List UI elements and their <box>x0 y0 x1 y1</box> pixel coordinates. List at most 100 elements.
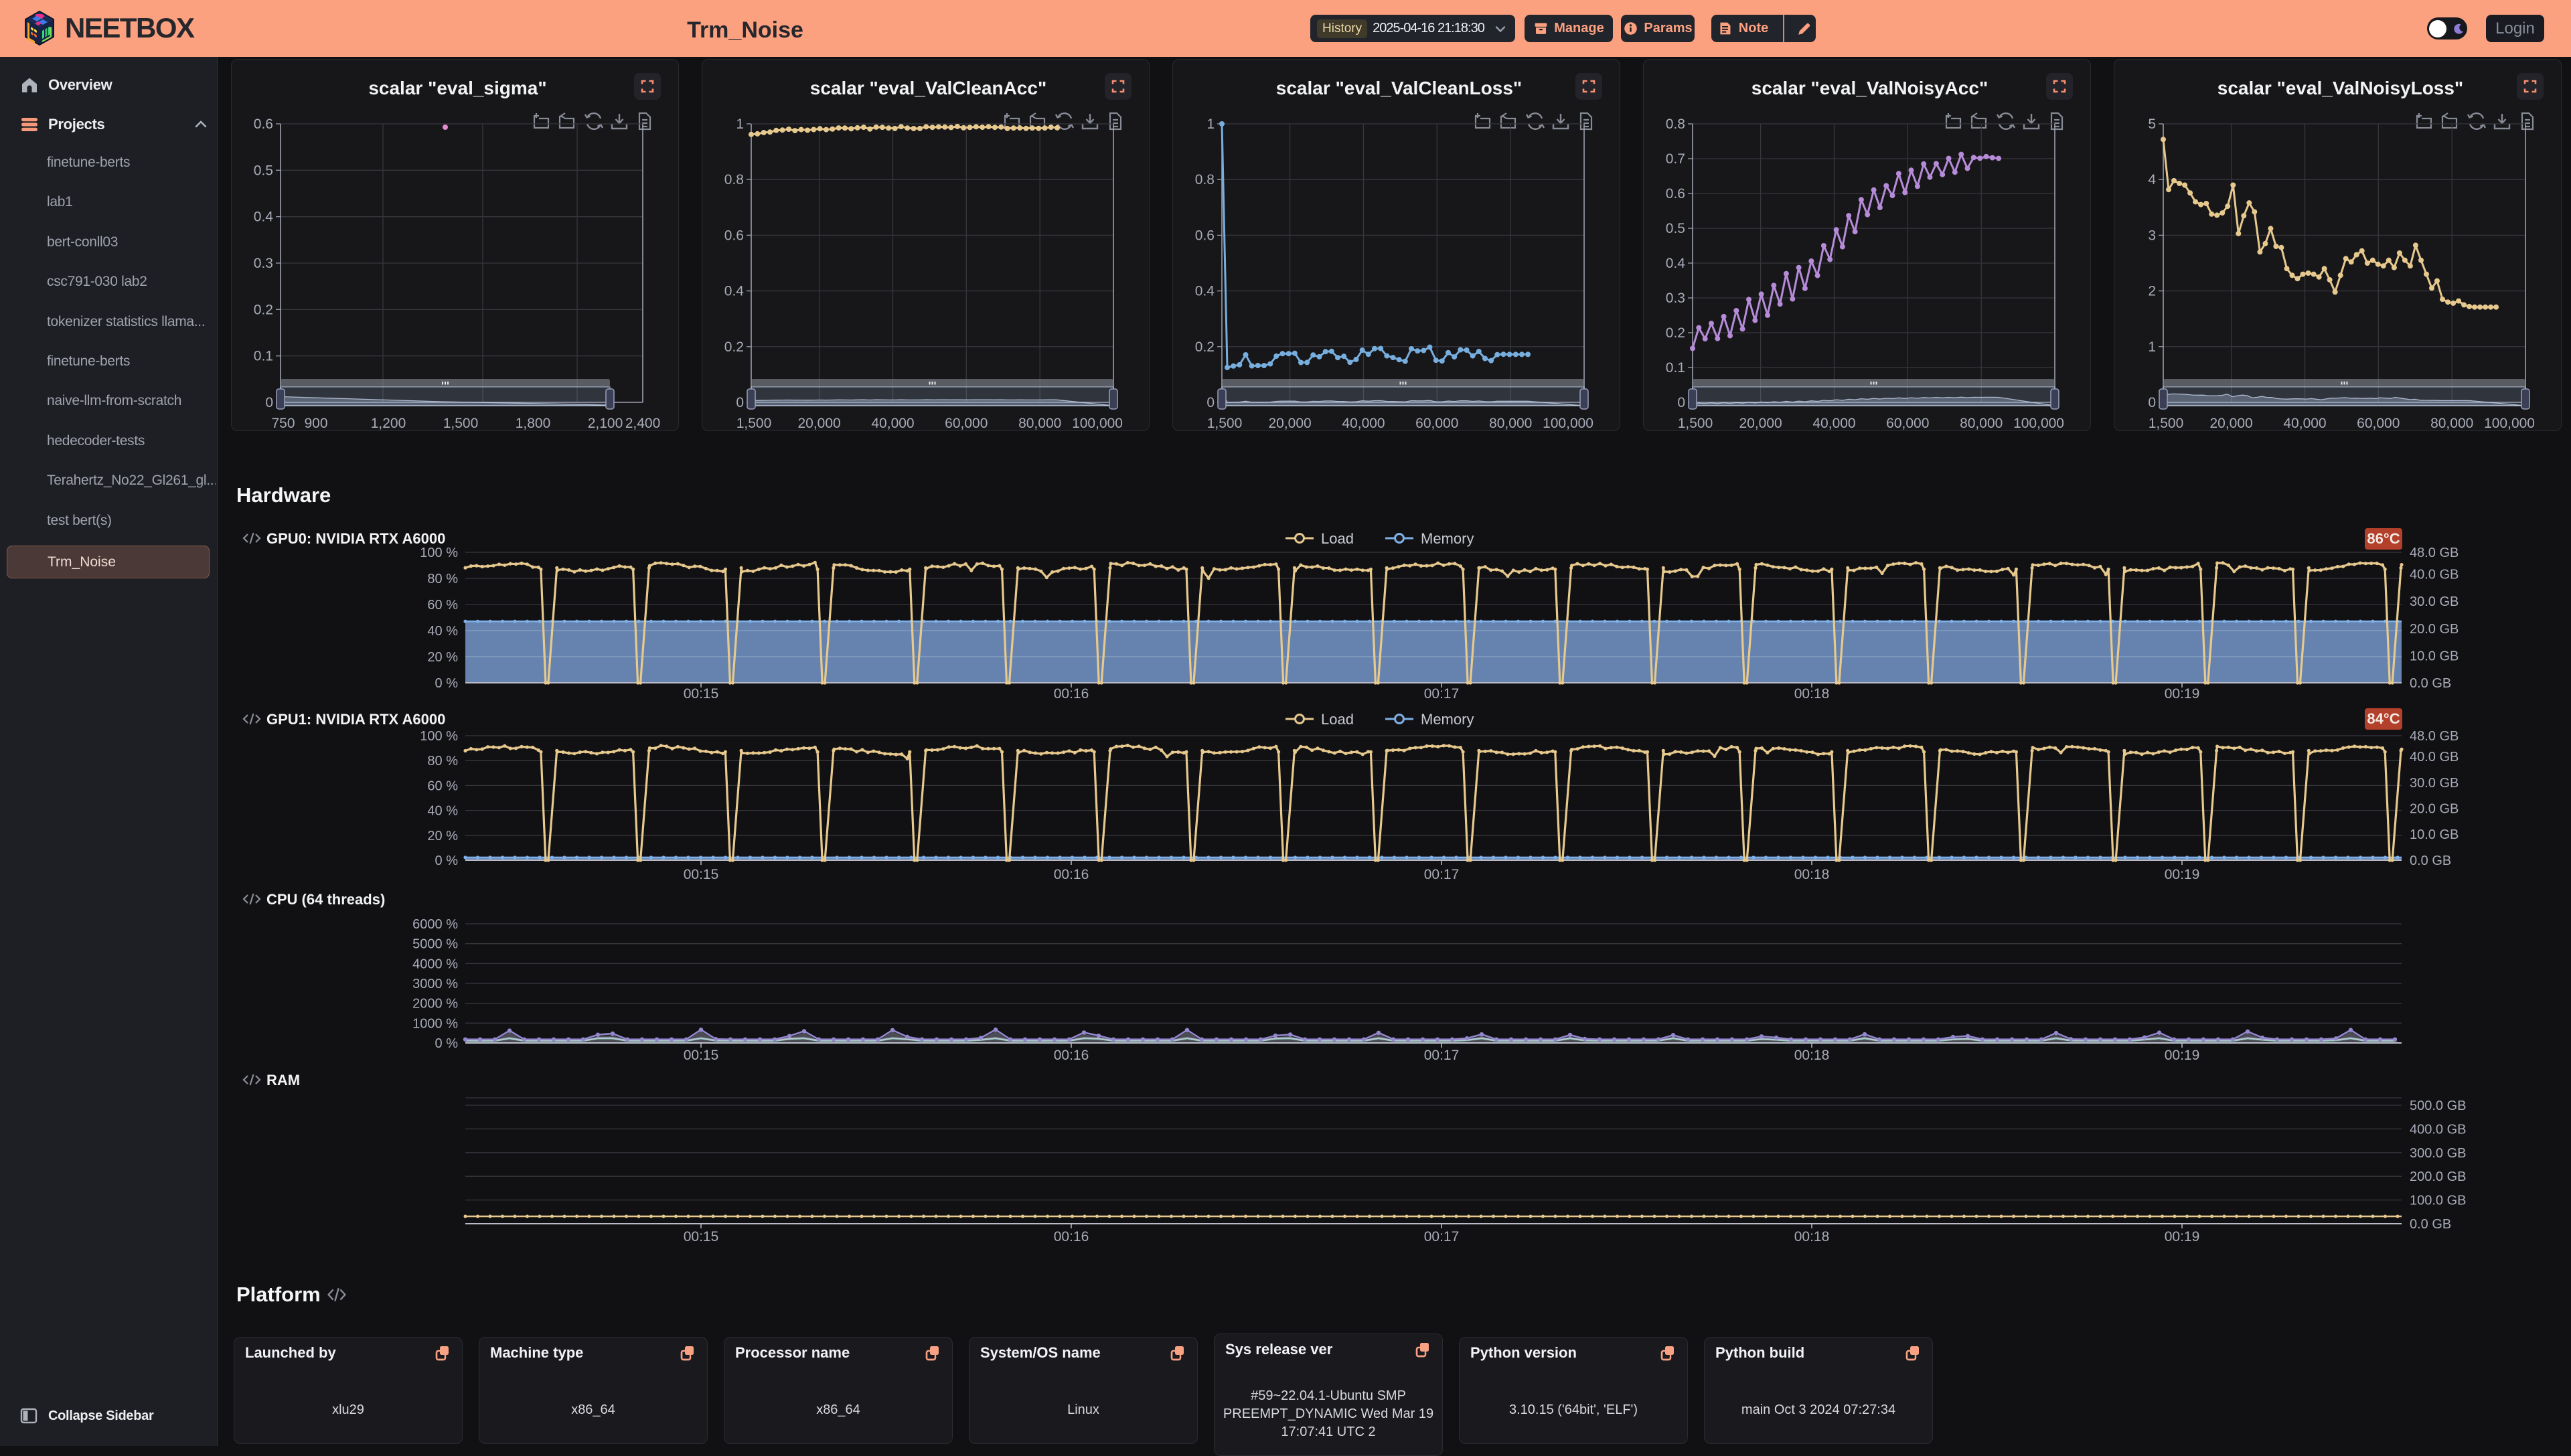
svg-text:40.0 GB: 40.0 GB <box>2410 750 2459 764</box>
svg-text:00:16: 00:16 <box>1054 1229 1089 1244</box>
svg-text:20 %: 20 % <box>427 829 458 843</box>
svg-text:0.0 GB: 0.0 GB <box>2410 1217 2451 1232</box>
svg-text:0.3: 0.3 <box>1666 291 1685 306</box>
svg-text:100,000: 100,000 <box>1543 416 1593 431</box>
svg-text:40,000: 40,000 <box>1342 416 1385 431</box>
svg-text:300.0 GB: 300.0 GB <box>2410 1146 2467 1161</box>
svg-text:0.2: 0.2 <box>254 302 273 317</box>
svg-text:0: 0 <box>1206 395 1215 410</box>
svg-text:00:17: 00:17 <box>1424 686 1460 702</box>
svg-text:Memory: Memory <box>1421 711 1474 728</box>
svg-text:2,400: 2,400 <box>625 416 661 431</box>
svg-text:0.2: 0.2 <box>1666 325 1685 341</box>
svg-text:1,500: 1,500 <box>1207 416 1243 431</box>
svg-text:0.6: 0.6 <box>254 116 273 132</box>
svg-text:200.0 GB: 200.0 GB <box>2410 1169 2467 1184</box>
svg-text:900: 900 <box>304 416 327 431</box>
svg-text:0.0 GB: 0.0 GB <box>2410 676 2451 691</box>
svg-text:GPU1: NVIDIA RTX A6000: GPU1: NVIDIA RTX A6000 <box>266 711 445 728</box>
svg-text:100,000: 100,000 <box>2484 416 2535 431</box>
svg-text:4: 4 <box>2148 172 2156 187</box>
svg-text:1,800: 1,800 <box>516 416 551 431</box>
svg-text:20 %: 20 % <box>427 650 458 665</box>
svg-text:1000 %: 1000 % <box>412 1016 458 1031</box>
svg-text:00:16: 00:16 <box>1054 1048 1089 1063</box>
svg-text:00:15: 00:15 <box>684 867 719 882</box>
svg-text:40,000: 40,000 <box>2283 416 2326 431</box>
svg-text:Load: Load <box>1321 530 1354 547</box>
svg-text:86°C: 86°C <box>2367 530 2400 547</box>
svg-text:0.8: 0.8 <box>724 172 744 187</box>
svg-text:48.0 GB: 48.0 GB <box>2410 729 2459 744</box>
svg-text:100.0 GB: 100.0 GB <box>2410 1194 2467 1208</box>
svg-text:0.4: 0.4 <box>254 210 274 225</box>
svg-text:00:18: 00:18 <box>1794 686 1830 702</box>
svg-text:0: 0 <box>265 395 273 410</box>
svg-text:00:17: 00:17 <box>1424 1048 1460 1063</box>
svg-text:0.2: 0.2 <box>1195 339 1215 355</box>
svg-text:scalar "eval_ValNoisyLoss": scalar "eval_ValNoisyLoss" <box>2217 78 2463 98</box>
svg-text:GPU0: NVIDIA RTX A6000: GPU0: NVIDIA RTX A6000 <box>266 530 445 547</box>
svg-text:10.0 GB: 10.0 GB <box>2410 827 2459 842</box>
svg-text:80 %: 80 % <box>427 754 458 769</box>
svg-text:20,000: 20,000 <box>2209 416 2252 431</box>
svg-text:60,000: 60,000 <box>1415 416 1458 431</box>
svg-text:1,500: 1,500 <box>2149 416 2184 431</box>
svg-text:20,000: 20,000 <box>797 416 840 431</box>
svg-text:0.2: 0.2 <box>724 339 744 355</box>
svg-text:1: 1 <box>736 116 744 132</box>
svg-text:00:19: 00:19 <box>2165 1229 2200 1244</box>
svg-text:80,000: 80,000 <box>1489 416 1532 431</box>
svg-text:4000 %: 4000 % <box>412 957 458 971</box>
svg-text:00:15: 00:15 <box>684 686 719 702</box>
svg-text:20,000: 20,000 <box>1268 416 1311 431</box>
svg-text:Memory: Memory <box>1421 530 1474 547</box>
svg-text:0.5: 0.5 <box>254 163 273 178</box>
svg-text:5: 5 <box>2148 116 2156 132</box>
svg-text:0.8: 0.8 <box>1666 116 1685 132</box>
svg-text:0 %: 0 % <box>435 676 459 691</box>
svg-text:80 %: 80 % <box>427 572 458 586</box>
svg-text:0: 0 <box>2148 395 2156 410</box>
svg-text:0.0 GB: 0.0 GB <box>2410 854 2451 868</box>
svg-text:30.0 GB: 30.0 GB <box>2410 776 2459 791</box>
svg-text:10.0 GB: 10.0 GB <box>2410 649 2459 663</box>
svg-text:0.7: 0.7 <box>1666 151 1685 167</box>
svg-text:0.6: 0.6 <box>1195 228 1215 243</box>
svg-text:0.4: 0.4 <box>1666 256 1686 271</box>
svg-text:00:18: 00:18 <box>1794 1048 1830 1063</box>
svg-text:40,000: 40,000 <box>871 416 914 431</box>
svg-text:20.0 GB: 20.0 GB <box>2410 802 2459 817</box>
svg-text:1: 1 <box>1206 116 1215 132</box>
svg-text:0 %: 0 % <box>435 1036 459 1051</box>
svg-text:0.6: 0.6 <box>724 228 744 243</box>
svg-text:00:18: 00:18 <box>1794 1229 1830 1244</box>
svg-text:40,000: 40,000 <box>1812 416 1855 431</box>
svg-text:100 %: 100 % <box>420 729 458 744</box>
svg-text:Load: Load <box>1321 711 1354 728</box>
svg-text:00:16: 00:16 <box>1054 867 1089 882</box>
svg-text:0.3: 0.3 <box>254 256 273 271</box>
svg-text:0 %: 0 % <box>435 854 459 868</box>
svg-text:100,000: 100,000 <box>2013 416 2064 431</box>
svg-text:RAM: RAM <box>266 1072 300 1088</box>
svg-text:60 %: 60 % <box>427 598 458 613</box>
svg-text:3: 3 <box>2148 228 2156 243</box>
svg-text:0.6: 0.6 <box>1666 186 1685 201</box>
svg-text:2,100: 2,100 <box>588 416 623 431</box>
svg-text:60 %: 60 % <box>427 779 458 793</box>
svg-text:20,000: 20,000 <box>1739 416 1782 431</box>
svg-text:30.0 GB: 30.0 GB <box>2410 594 2459 609</box>
svg-text:1: 1 <box>2148 339 2156 355</box>
svg-text:84°C: 84°C <box>2367 710 2400 727</box>
svg-text:1,500: 1,500 <box>443 416 479 431</box>
svg-text:00:18: 00:18 <box>1794 867 1830 882</box>
svg-text:0.4: 0.4 <box>724 284 745 299</box>
svg-text:0.8: 0.8 <box>1195 172 1215 187</box>
svg-text:00:17: 00:17 <box>1424 1229 1460 1244</box>
svg-text:5000 %: 5000 % <box>412 937 458 952</box>
svg-text:00:19: 00:19 <box>2165 867 2200 882</box>
svg-text:48.0 GB: 48.0 GB <box>2410 546 2459 560</box>
svg-text:00:19: 00:19 <box>2165 686 2200 702</box>
svg-text:0.1: 0.1 <box>1666 360 1685 376</box>
